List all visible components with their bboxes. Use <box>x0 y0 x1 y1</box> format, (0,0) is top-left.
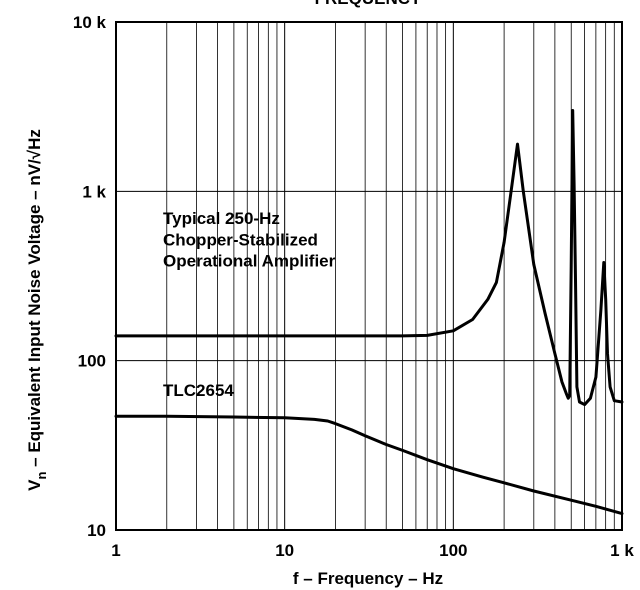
x-axis-label: f – Frequency – Hz <box>293 569 443 588</box>
x-tick-label: 100 <box>439 541 467 560</box>
y-tick-label: 10 k <box>73 13 107 32</box>
x-tick-labels: 1 10 100 1 k <box>111 541 634 560</box>
series-line-tlc2654 <box>114 414 624 516</box>
y-axis-label: Vn – Equivalent Input Noise Voltage – nV… <box>25 129 49 491</box>
annotation-label: TLC2654 <box>163 381 234 400</box>
y-tick-label: 1 k <box>82 182 106 201</box>
y-tick-label: 10 <box>87 521 106 540</box>
annotation-label: Typical 250-Hz <box>163 209 280 228</box>
annotation-label: Operational Amplifier <box>163 251 336 270</box>
y-axis-label-main: V <box>25 479 44 491</box>
annotation-label: Chopper-Stabilized <box>163 230 318 249</box>
y-tick-label: 100 <box>78 352 106 371</box>
series-group <box>114 109 624 516</box>
x-tick-label: 1 k <box>610 541 634 560</box>
y-axis-label-rest: – Equivalent Input Noise Voltage – nV/√H… <box>25 129 44 471</box>
chart-title: FREQUENCY <box>315 0 422 8</box>
x-tick-label: 10 <box>275 541 294 560</box>
plot-frame <box>115 21 623 531</box>
series-line-chopper <box>114 109 624 407</box>
x-tick-label: 1 <box>111 541 120 560</box>
y-tick-labels: 10 100 1 k 10 k <box>73 13 107 540</box>
annotations: Typical 250-Hz Chopper-Stabilized Operatio… <box>163 209 336 400</box>
y-axis-label-sub: n <box>34 472 49 480</box>
grid <box>116 22 622 530</box>
